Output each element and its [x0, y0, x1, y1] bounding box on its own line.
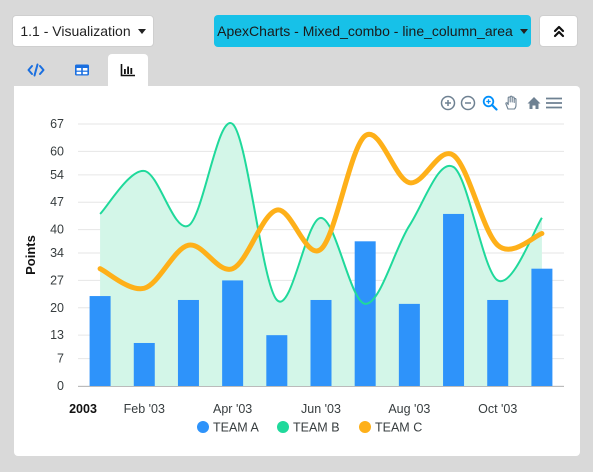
- double-chevron-up-icon: [553, 25, 564, 38]
- y-tick-label: 20: [50, 301, 64, 315]
- x-tick-label: Apr '03: [213, 402, 252, 416]
- x-tick-label: Aug '03: [388, 402, 430, 416]
- y-tick-label: 34: [50, 246, 64, 260]
- reset-home-icon[interactable]: [525, 94, 543, 112]
- team-a-bar: [354, 241, 376, 386]
- x-tick-label: Jun '03: [301, 402, 341, 416]
- team-a-bar: [266, 335, 288, 386]
- y-tick-label: 27: [50, 273, 64, 287]
- team-a-bar: [133, 342, 155, 386]
- legend-marker-team-b: [277, 421, 289, 433]
- y-tick-label: 67: [50, 117, 64, 131]
- caret-down-icon: [137, 28, 146, 34]
- zoom-selection-icon[interactable]: [481, 94, 499, 112]
- legend-label-team-a: TEAM A: [213, 421, 260, 435]
- team-a-bar: [177, 299, 199, 386]
- collapse-button[interactable]: [539, 15, 578, 47]
- y-axis-title: Points: [23, 235, 38, 275]
- y-tick-label: 7: [57, 352, 64, 366]
- zoom-out-icon[interactable]: [459, 94, 477, 112]
- x-tick-label: Feb '03: [124, 402, 165, 416]
- tab-table[interactable]: [62, 54, 102, 86]
- team-b-line: [99, 122, 543, 305]
- chart-type-dropdown[interactable]: ApexCharts - Mixed_combo - line_column_a…: [214, 15, 531, 47]
- x-tick-label: Oct '03: [478, 402, 517, 416]
- menu-icon[interactable]: [545, 94, 563, 112]
- visualization-dropdown[interactable]: 1.1 - Visualization: [12, 15, 154, 47]
- code-icon: [27, 63, 45, 77]
- legend-marker-team-c: [359, 421, 371, 433]
- tab-chart[interactable]: [108, 54, 148, 86]
- y-tick-label: 54: [50, 168, 64, 182]
- zoom-in-icon[interactable]: [439, 94, 457, 112]
- y-tick-label: 40: [50, 223, 64, 237]
- legend-label-team-c: TEAM C: [375, 421, 422, 435]
- chart-type-dropdown-label: ApexCharts - Mixed_combo - line_column_a…: [217, 23, 513, 39]
- team-a-bar: [487, 299, 509, 386]
- chart: 0 7 13 20 27 34 40 47 54 60 67 Points 2003 Feb '03 Apr…: [23, 117, 564, 435]
- legend-label-team-b: TEAM B: [293, 421, 340, 435]
- team-a-bar: [89, 296, 111, 386]
- visualization-dropdown-label: 1.1 - Visualization: [20, 23, 131, 39]
- team-a-bar: [443, 213, 465, 386]
- chart-panel: 0 7 13 20 27 34 40 47 54 60 67 Points 2003 Feb '03 Apr…: [14, 86, 580, 456]
- table-icon: [75, 64, 89, 76]
- legend-marker-team-a: [197, 421, 209, 433]
- y-tick-label: 13: [50, 328, 64, 342]
- team-a-bar: [531, 268, 553, 386]
- pan-icon[interactable]: [502, 94, 520, 112]
- caret-down-icon: [519, 28, 528, 34]
- team-a-bar: [222, 280, 244, 386]
- team-a-bar: [310, 299, 332, 386]
- team-c-line: [97, 131, 545, 292]
- y-tick-label: 60: [50, 144, 64, 158]
- bar-chart-icon: [120, 64, 135, 77]
- x-tick-year-label: 2003: [69, 402, 97, 416]
- team-b-area: [100, 122, 542, 386]
- tab-code[interactable]: [16, 54, 56, 86]
- y-tick-label: 0: [57, 379, 64, 393]
- team-a-bar: [398, 303, 420, 386]
- y-tick-label: 47: [50, 195, 64, 209]
